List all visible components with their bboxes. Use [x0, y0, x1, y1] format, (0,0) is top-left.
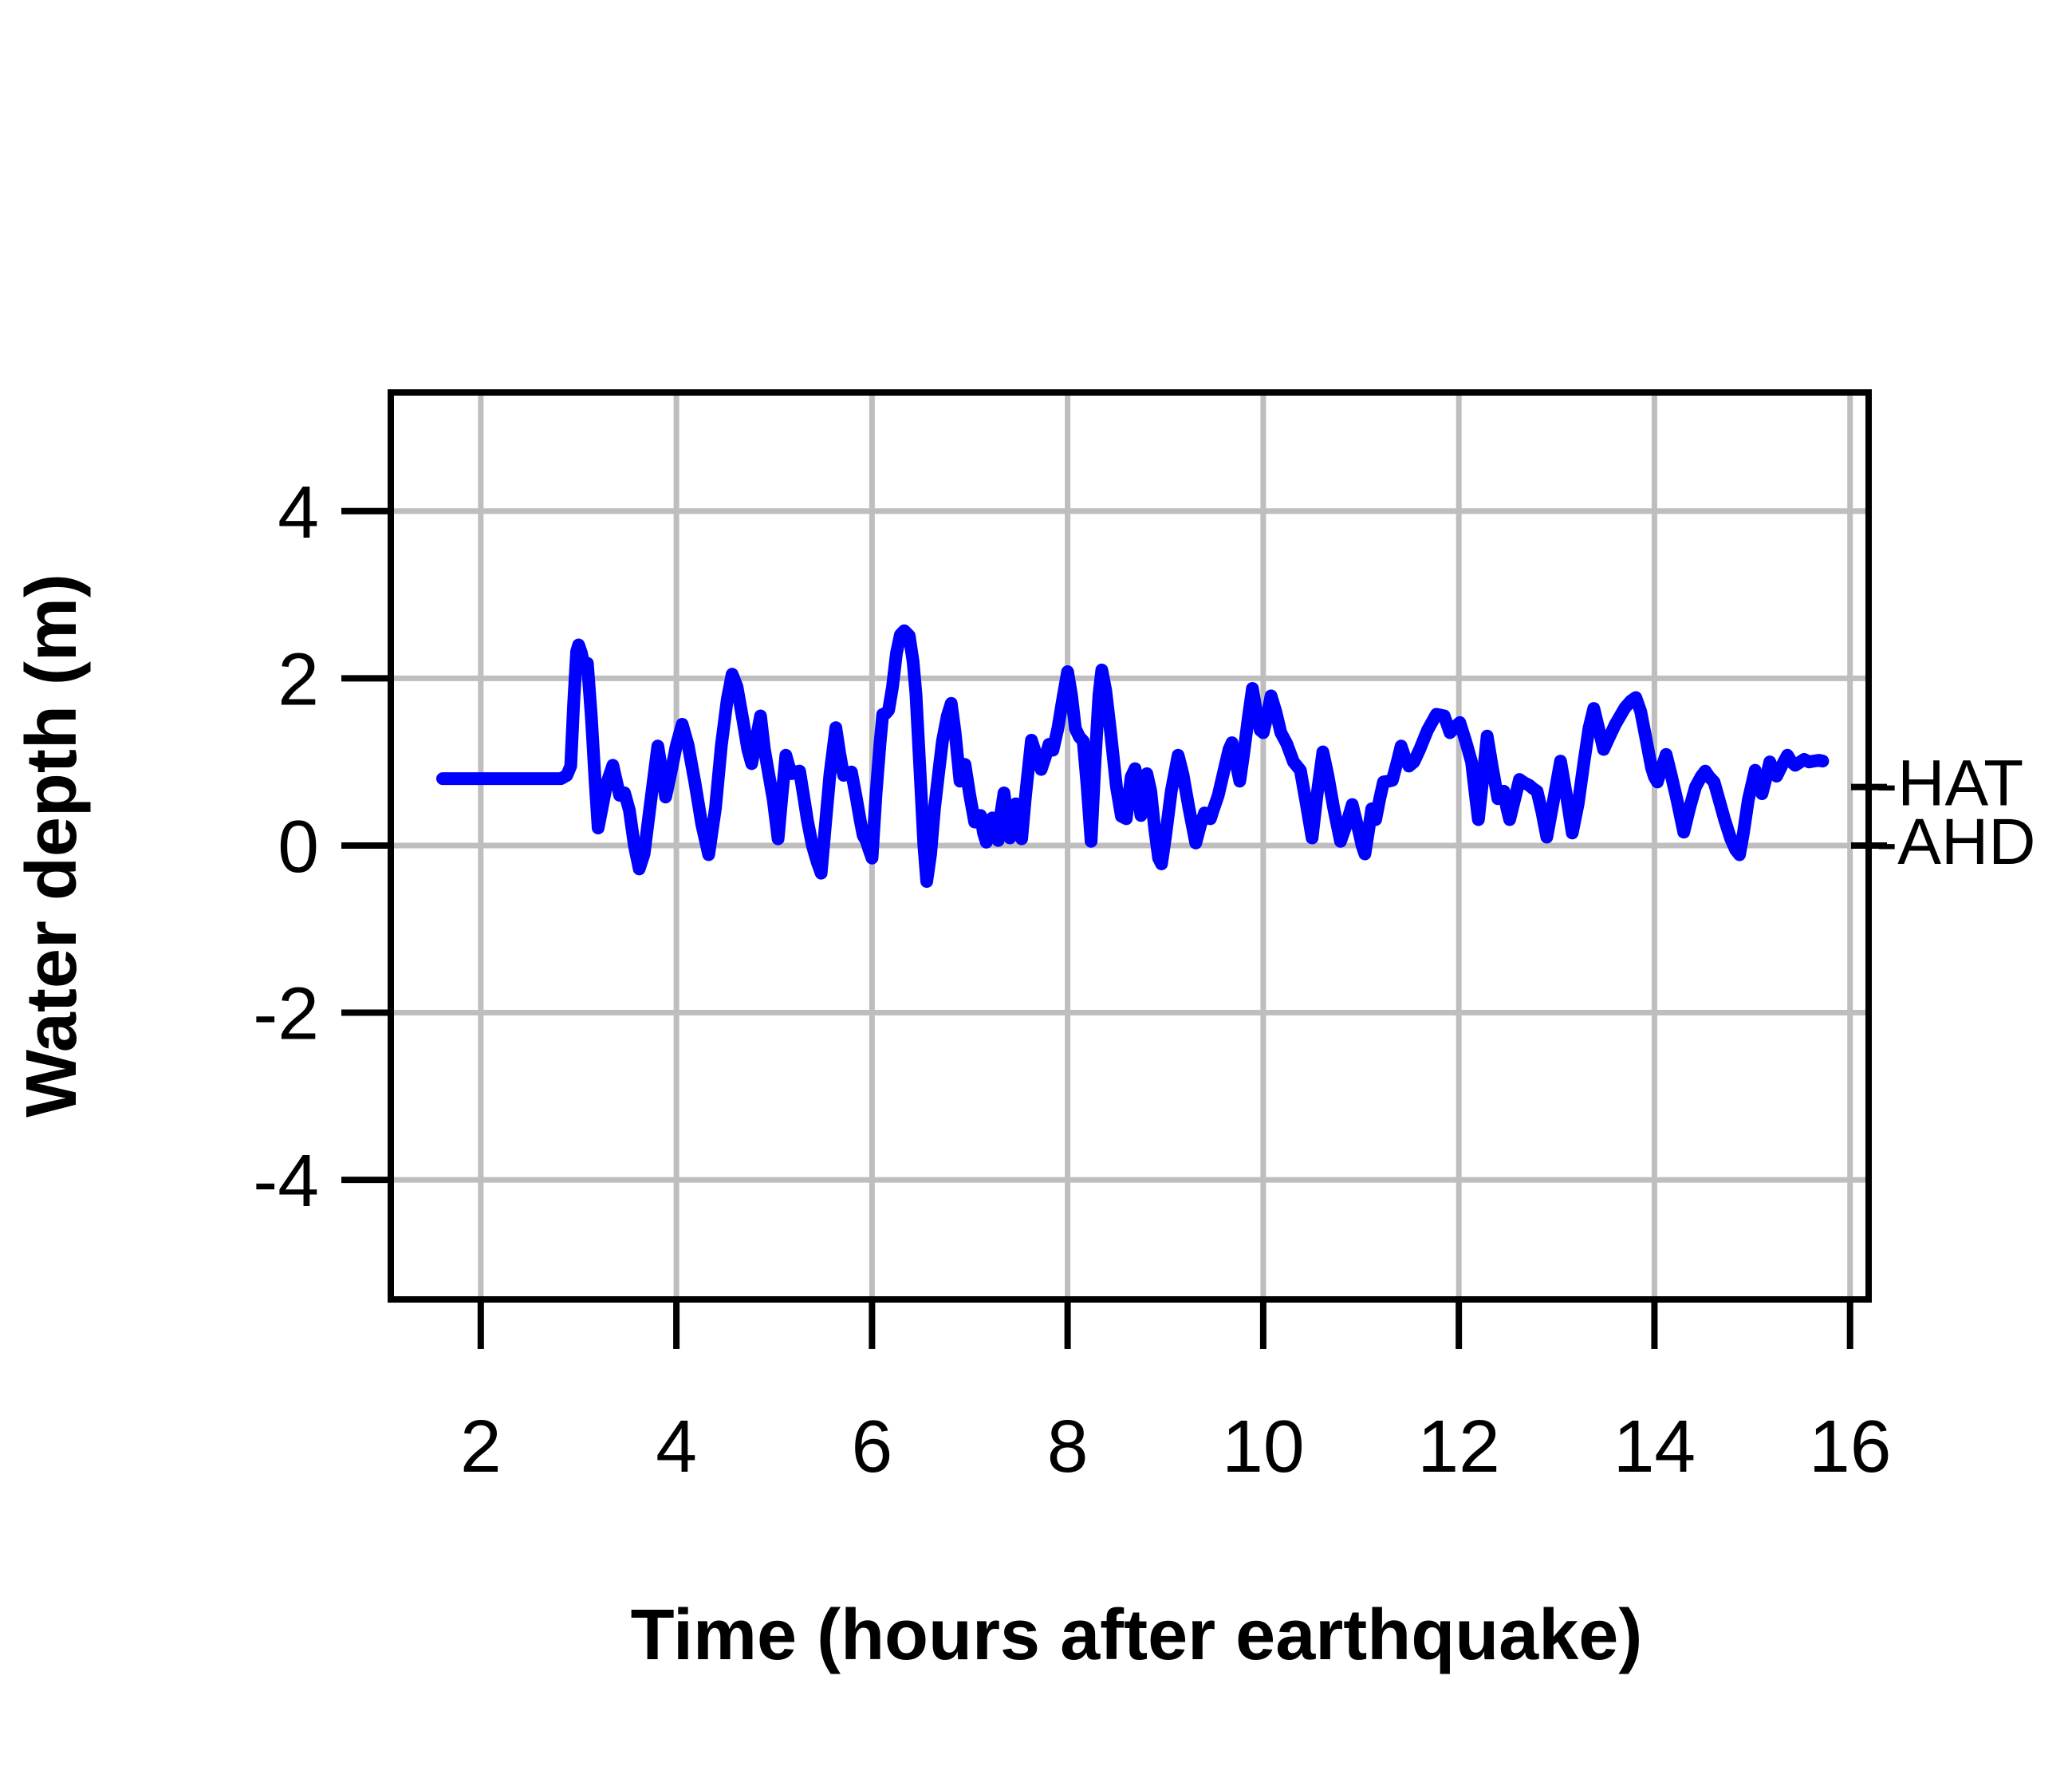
ahd-annotation-label: -AHD — [1876, 806, 2035, 878]
x-axis-tick-label: 10 — [1222, 1405, 1304, 1488]
x-axis-tick-label: 2 — [460, 1405, 502, 1488]
axis-ticks — [341, 507, 1853, 1349]
water-depth-line — [436, 624, 1830, 888]
axis-tick-labels: 2 4 6 8 10 12 14 16 -4 -2 0 2 4 — [253, 471, 1891, 1488]
x-axis-tick-label: 16 — [1809, 1405, 1891, 1488]
x-axis-tick-label: 4 — [656, 1405, 697, 1488]
x-axis-tick-label: 12 — [1417, 1405, 1499, 1488]
right-axis-annotations: -HAT-AHD — [1851, 747, 2035, 878]
x-axis-tick-label: 14 — [1613, 1405, 1696, 1488]
y-axis-tick-label: 2 — [278, 637, 319, 720]
y-axis-tick-label: -2 — [253, 972, 319, 1055]
x-axis-tick-label: 6 — [851, 1405, 892, 1488]
x-axis-title: Time (hours after earthquake) — [631, 1595, 1643, 1675]
x-axis-tick-label: 8 — [1047, 1405, 1089, 1488]
y-axis-tick-label: -4 — [253, 1139, 319, 1222]
y-axis-title: Water depth (m) — [12, 574, 92, 1118]
y-axis-tick-label: 4 — [278, 471, 319, 554]
gridlines — [391, 392, 1869, 1299]
data-series — [436, 624, 1830, 888]
y-axis-tick-label: 0 — [278, 805, 319, 888]
hat-annotation-label: -HAT — [1876, 747, 2023, 820]
